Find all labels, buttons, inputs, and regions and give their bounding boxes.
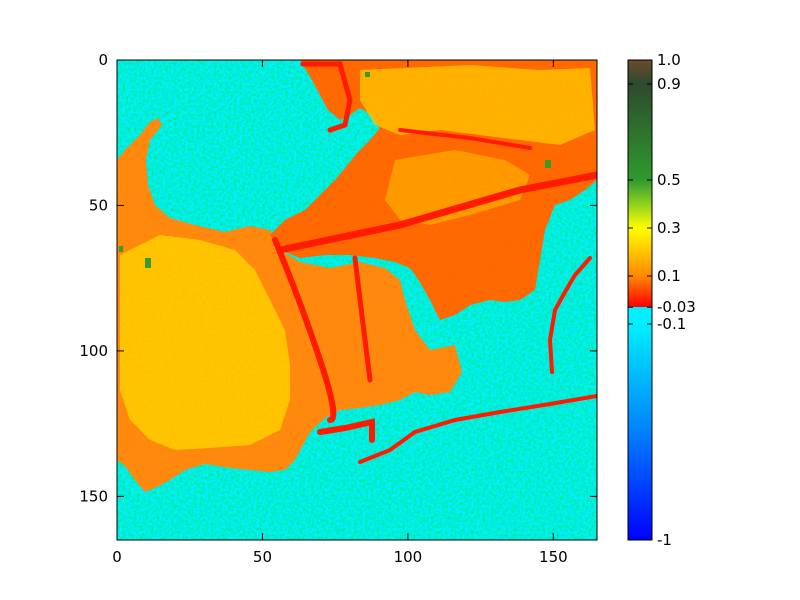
channel-line: [352, 255, 373, 383]
land-texture: [117, 60, 597, 540]
y-tick-label: 50: [89, 196, 108, 214]
x-tick-label: 100: [394, 548, 423, 566]
colorbar-tick-label: 1.0: [657, 51, 681, 69]
east-breakwater: [547, 256, 592, 374]
pier: [317, 418, 375, 443]
y-tick-label: 150: [79, 487, 108, 505]
north-corridor: [398, 128, 532, 150]
colorbar-tick-label: -0.03: [657, 298, 696, 316]
north-inlet-edge: [300, 61, 353, 133]
diagonal-corridor: [276, 171, 597, 254]
colorbar: 1.0 0.9 0.5 0.3 0.1 -0.03-0.1 -1: [627, 51, 696, 549]
colorbar-ticks: 1.0 0.9 0.5 0.3 0.1 -0.03-0.1 -1: [628, 51, 696, 549]
colorbar-tick-label: -0.1: [657, 315, 686, 333]
plot-frame: [116, 59, 598, 541]
colorbar-tick-label: -1: [657, 531, 672, 549]
x-tick-label: 150: [539, 548, 568, 566]
curved-corridor: [272, 237, 337, 423]
x-tick-label: 0: [112, 548, 122, 566]
linear-features: [272, 61, 597, 464]
colorbar-tick-label: 0.5: [657, 171, 681, 189]
colorbar-frame: [627, 59, 653, 541]
y-tick-label: 0: [98, 51, 108, 69]
south-breakwater: [358, 394, 597, 464]
colorbar-tick-label: 0.1: [657, 267, 681, 285]
x-tick-label: 50: [253, 548, 272, 566]
y-axis: 0 50 100 150: [79, 51, 597, 505]
colorbar-tick-label: 0.3: [657, 219, 681, 237]
x-axis: 0 50 100 150: [112, 60, 568, 566]
vegetation-specks: [119, 72, 551, 268]
colorbar-gradient: [628, 60, 652, 540]
colorbar-tick-label: 0.9: [657, 75, 681, 93]
y-tick-label: 100: [79, 342, 108, 360]
heatmap-image: [117, 60, 597, 540]
